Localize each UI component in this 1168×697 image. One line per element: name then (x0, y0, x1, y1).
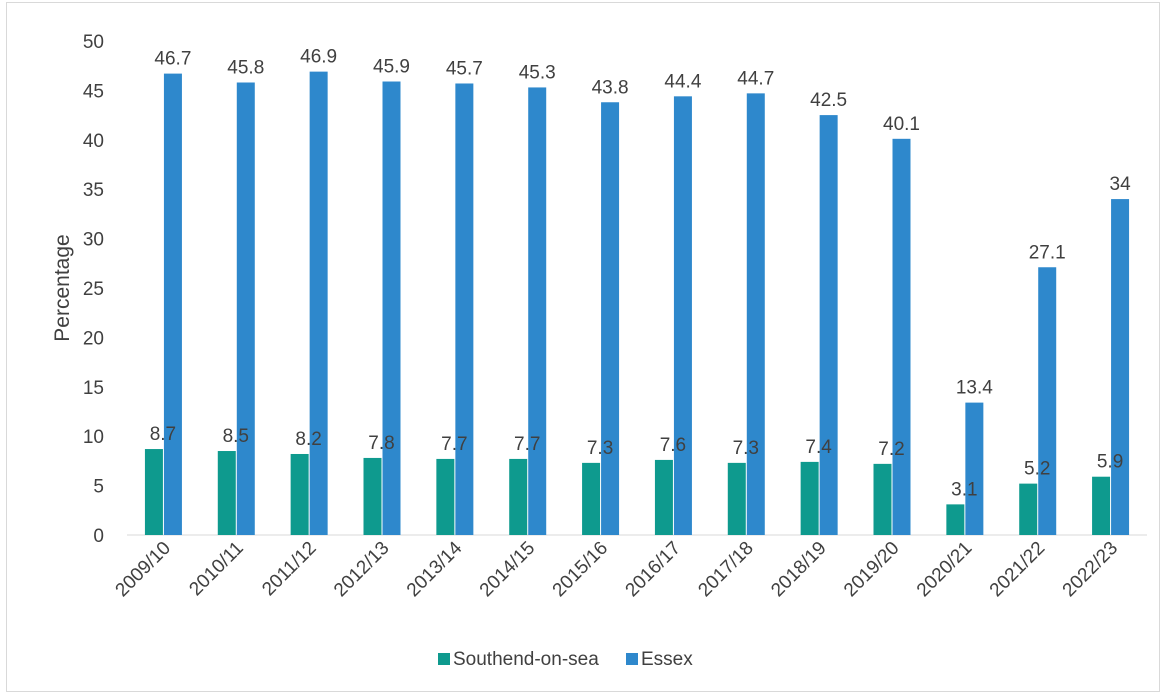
bar-southend-2009-10 (144, 449, 163, 535)
data-label: 7.4 (805, 437, 832, 458)
y-tick-label: 15 (83, 378, 104, 399)
bar-essex-2013-14 (455, 83, 474, 535)
x-tick-label: 2017/18 (694, 538, 757, 601)
bars (144, 71, 1130, 536)
data-label: 34 (1110, 174, 1132, 195)
bar-essex-2021-22 (1038, 267, 1057, 535)
bar-southend-2018-19 (800, 461, 819, 535)
y-tick-label: 25 (83, 279, 104, 300)
data-label: 7.3 (587, 438, 613, 459)
data-label: 7.8 (368, 433, 394, 454)
x-tick-label: 2015/16 (549, 538, 612, 601)
y-tick-label: 0 (93, 526, 104, 547)
data-label: 7.3 (733, 438, 759, 459)
bar-essex-2016-17 (673, 96, 692, 535)
data-label: 45.7 (446, 58, 483, 79)
data-label: 8.5 (223, 426, 249, 447)
data-label: 5.9 (1097, 452, 1123, 473)
data-label: 44.4 (664, 71, 701, 92)
data-labels: 8.7 46.7 8.5 45.8 8.2 46.9 7.8 45.9 7.7 45.7 7.7 45… (150, 47, 1131, 501)
x-tick-label: 2018/19 (767, 538, 830, 601)
bar-southend-2019-20 (873, 463, 892, 535)
data-label: 45.3 (519, 62, 556, 83)
bar-essex-2017-18 (746, 93, 765, 535)
bar-essex-2011-12 (309, 71, 328, 536)
y-tick-label: 5 (93, 477, 104, 498)
data-label: 40.1 (883, 114, 920, 135)
data-label: 8.7 (150, 424, 176, 445)
bar-southend-2022-23 (1092, 476, 1111, 535)
legend-label: Southend-on-sea (453, 649, 599, 670)
data-label: 8.2 (295, 429, 321, 450)
y-tick-label: 45 (83, 81, 104, 102)
y-tick-label: 30 (83, 230, 104, 251)
data-label: 3.1 (951, 479, 977, 500)
x-tick-label: 2021/22 (986, 538, 1049, 601)
data-label: 44.7 (737, 68, 774, 89)
bar-southend-2010-11 (217, 451, 236, 535)
data-label: 13.4 (956, 378, 993, 399)
bar-essex-2020-21 (965, 402, 984, 535)
x-tick-label: 2009/10 (112, 538, 175, 601)
x-tick-label: 2010/11 (185, 538, 247, 600)
legend-swatch-southend (438, 653, 450, 665)
y-tick-label: 50 (83, 32, 104, 53)
bar-essex-2012-13 (382, 81, 401, 536)
legend: Southend-on-sea Essex (438, 649, 693, 670)
data-label: 43.8 (592, 77, 629, 98)
x-tick-label: 2013/14 (403, 537, 467, 601)
bar-southend-2016-17 (654, 459, 673, 535)
legend-swatch-essex (626, 653, 638, 665)
bar-southend-2011-12 (290, 453, 309, 535)
y-tick-label: 40 (83, 131, 104, 152)
y-tick-label: 20 (83, 328, 104, 349)
data-label: 46.9 (300, 47, 337, 68)
x-tick-label: 2020/21 (913, 538, 976, 601)
bar-southend-2017-18 (727, 462, 746, 535)
data-label: 7.2 (878, 439, 904, 460)
x-tick-label: 2012/13 (330, 538, 393, 601)
bar-essex-2019-20 (892, 138, 911, 535)
x-tick-label: 2019/20 (840, 538, 903, 601)
bar-essex-2010-11 (236, 82, 255, 535)
data-label: 42.5 (810, 90, 847, 111)
bar-essex-2014-15 (528, 87, 547, 535)
bar-southend-2015-16 (582, 462, 601, 535)
bar-southend-2021-22 (1019, 483, 1038, 535)
bar-essex-2018-19 (819, 115, 838, 535)
y-tick-label: 35 (83, 180, 104, 201)
data-label: 45.8 (227, 57, 264, 78)
y-axis-label: Percentage (51, 234, 74, 341)
data-label: 45.9 (373, 57, 410, 78)
y-tick-label: 10 (83, 427, 104, 448)
x-tick-label: 2022/23 (1059, 538, 1122, 601)
legend-label: Essex (641, 649, 693, 670)
x-tick-labels: 2009/10 2010/11 2011/12 2012/13 2013/14 2014/… (112, 537, 1123, 601)
bar-southend-2020-21 (946, 504, 965, 535)
bar-southend-2012-13 (363, 457, 382, 535)
x-tick-label: 2011/12 (258, 538, 320, 600)
bar-southend-2013-14 (436, 458, 455, 535)
x-tick-label: 2016/17 (622, 538, 685, 601)
data-label: 27.1 (1029, 242, 1066, 263)
bar-essex-2009-10 (163, 73, 182, 535)
chart-frame (6, 2, 1160, 692)
x-tick-label: 2014/15 (476, 538, 539, 601)
bar-southend-2014-15 (509, 458, 528, 535)
data-label: 7.6 (660, 435, 686, 456)
bar-essex-2015-16 (601, 102, 620, 536)
data-label: 46.7 (154, 49, 191, 70)
bar-essex-2022-23 (1111, 199, 1130, 535)
data-label: 5.2 (1024, 459, 1050, 480)
data-label: 7.7 (441, 434, 467, 455)
data-label: 7.7 (514, 434, 540, 455)
